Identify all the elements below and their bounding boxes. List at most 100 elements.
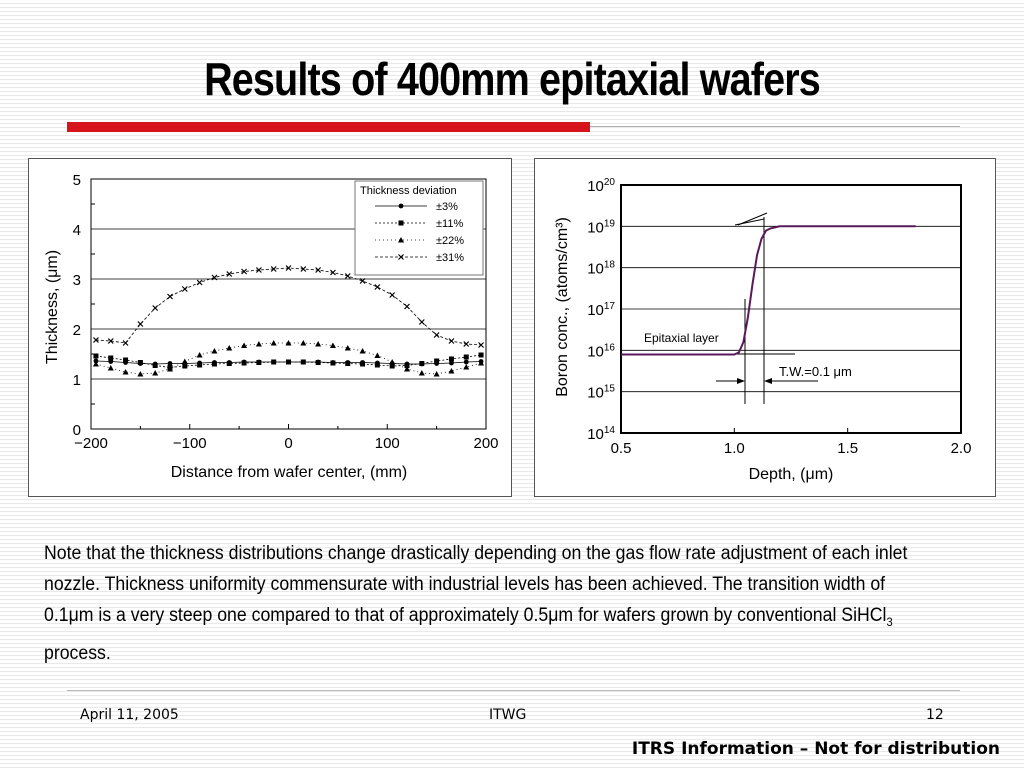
legend-marker <box>398 220 404 226</box>
data-point <box>152 370 159 376</box>
x-tick-label: 1.0 <box>724 440 745 457</box>
x-axis-label: Depth, (μm) <box>749 466 834 483</box>
data-point <box>226 361 232 366</box>
data-point <box>419 361 425 366</box>
data-point <box>404 366 410 372</box>
note-text-2: m is a very steep one compared to that o… <box>78 605 549 626</box>
data-point <box>374 362 380 368</box>
data-point <box>449 360 454 366</box>
y-tick-label: 2 <box>73 322 81 339</box>
data-point <box>286 359 291 365</box>
data-point <box>389 363 395 369</box>
footer-divider <box>67 690 960 691</box>
data-point <box>448 338 455 344</box>
y-tick-label: 1015 <box>587 384 615 402</box>
y-tick-label: 5 <box>73 172 81 189</box>
boron-chart-panel: 1020 1019 1018 1017 1016 1015 1014 0.5 1.0 1.5 2.0… <box>534 158 996 497</box>
transition-width-label: T.W.=0.1 μm <box>779 364 852 379</box>
title-underline-gray <box>590 126 960 127</box>
distribution-notice: ITRS Information – Not for distribution <box>631 739 1000 759</box>
data-point <box>478 342 484 348</box>
series-2 <box>92 340 485 377</box>
data-point <box>463 341 470 347</box>
data-point <box>152 305 159 311</box>
x-axis-label: Distance from wafer center, (mm) <box>171 464 408 481</box>
x-tick-label: 1.5 <box>837 440 858 457</box>
thickness-chart: 0 1 2 3 4 5 −200 −100 0 100 200 Thickness deviatio… <box>44 172 499 481</box>
x-tick-label: 200 <box>473 435 498 452</box>
data-point <box>374 284 381 290</box>
y-tick-label: 1 <box>73 372 81 389</box>
data-point <box>389 292 396 298</box>
data-point <box>122 369 129 375</box>
data-point <box>404 363 410 368</box>
data-point <box>344 273 351 279</box>
footer-date: April 11, 2005 <box>80 707 179 723</box>
data-point <box>226 345 233 351</box>
x-tick-label: 100 <box>375 435 400 452</box>
legend-title: Thickness deviation <box>360 185 457 197</box>
data-point <box>360 361 366 367</box>
data-point <box>463 364 470 370</box>
data-point <box>108 355 114 361</box>
data-point <box>211 361 217 367</box>
data-point <box>433 332 440 338</box>
data-point <box>418 370 425 376</box>
data-point <box>270 266 277 272</box>
y-tick-label: 1016 <box>587 342 615 360</box>
data-point <box>271 359 277 365</box>
data-point <box>211 348 218 354</box>
data-point <box>359 278 366 284</box>
data-point <box>152 363 158 368</box>
thickness-legend: Thickness deviation ±3% ±11% ±22% ±31% <box>354 180 484 276</box>
legend-label: ±22% <box>436 235 464 247</box>
slide-title: Results of 400mm epitaxial wafers <box>204 53 821 105</box>
data-point <box>196 352 203 358</box>
data-point <box>389 359 396 365</box>
data-point <box>196 279 203 286</box>
y-tick-label: 3 <box>73 272 81 289</box>
data-point <box>93 337 99 343</box>
data-point <box>374 352 381 358</box>
data-point <box>463 359 469 365</box>
data-point <box>107 338 114 344</box>
data-point <box>478 352 484 358</box>
data-point <box>359 348 366 354</box>
data-point <box>181 286 188 292</box>
data-point <box>300 340 307 346</box>
data-point <box>330 269 336 276</box>
y-axis-label: Boron conc., (atoms/cm³) <box>554 217 571 397</box>
data-point <box>345 361 351 366</box>
data-point <box>433 371 440 377</box>
y-tick-label: 1020 <box>587 177 615 195</box>
y-tick-label: 1018 <box>587 260 615 278</box>
legend-label: ±3% <box>436 201 458 213</box>
x-tick-label: 0 <box>284 435 292 452</box>
data-point <box>434 358 440 364</box>
data-point <box>463 354 469 360</box>
note-subscript: 3 <box>886 614 893 629</box>
data-point <box>344 345 351 351</box>
y-tick-label: 1014 <box>587 425 615 443</box>
data-point <box>226 271 233 277</box>
y-tick-label: 4 <box>73 222 81 239</box>
data-point <box>93 353 99 359</box>
x-tick-label: 0.5 <box>611 440 632 457</box>
data-point <box>241 360 247 366</box>
data-point <box>285 265 292 271</box>
data-point <box>315 360 321 365</box>
data-point <box>167 361 173 366</box>
y-tick-label: 1017 <box>587 301 615 319</box>
data-point <box>211 274 218 281</box>
data-point <box>448 356 454 362</box>
data-point <box>181 358 188 364</box>
note-text-4: process. <box>44 642 111 664</box>
legend-label: ±11% <box>436 218 463 230</box>
data-point <box>92 361 99 367</box>
data-point <box>330 360 336 366</box>
data-point <box>256 360 262 365</box>
x-tick-label: 2.0 <box>951 440 972 457</box>
note-text-3: m for wafers grown by conventional SiHCl <box>558 605 887 626</box>
data-point <box>137 321 144 327</box>
